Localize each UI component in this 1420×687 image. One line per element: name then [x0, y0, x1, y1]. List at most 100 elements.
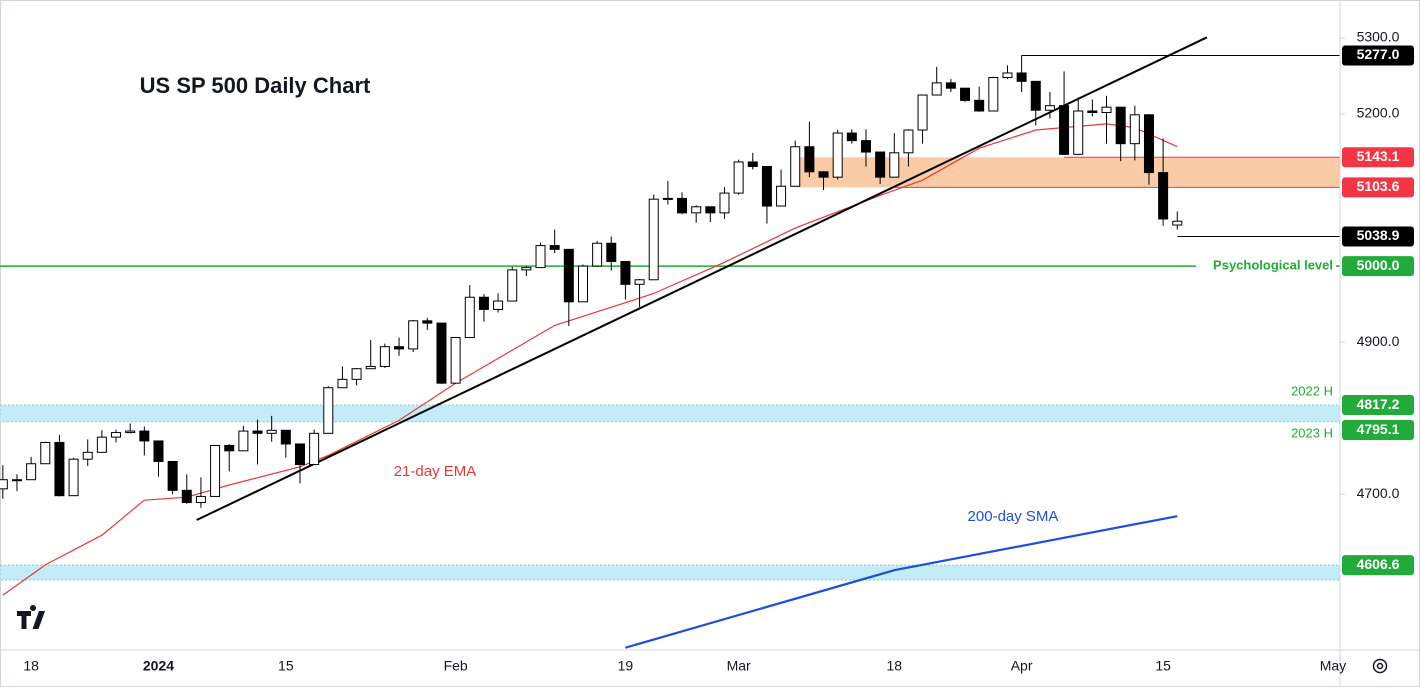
candle-body: [860, 140, 871, 153]
candle-body: [988, 77, 999, 112]
level-label: 5000.0: [1357, 257, 1400, 273]
candle-body: [195, 495, 206, 504]
candle-body: [1087, 110, 1098, 114]
x-tick-label: 15: [278, 658, 294, 674]
candle-body: [68, 458, 79, 497]
candle-body: [40, 441, 51, 465]
candle-body: [606, 242, 617, 263]
x-tick-label: 15: [1155, 658, 1171, 674]
candle-body: [917, 94, 928, 131]
candle-body: [54, 441, 65, 497]
level-label: 4606.6: [1357, 556, 1400, 572]
candle-body: [931, 82, 942, 96]
x-tick-label: Mar: [727, 658, 751, 674]
candle-body: [549, 245, 560, 250]
candle-body: [111, 432, 122, 438]
candle-body: [238, 430, 249, 452]
candle-body: [662, 197, 673, 200]
plot-area: [0, 36, 1340, 649]
candle-body: [181, 489, 192, 504]
y-tick-label: 4900.0: [1357, 333, 1400, 349]
candle-body: [11, 479, 22, 482]
candle-body: [351, 368, 362, 380]
candle-body: [818, 171, 829, 178]
candle-body: [1158, 172, 1169, 220]
candle-body: [832, 132, 843, 178]
candle-body: [82, 451, 93, 460]
candle-body: [677, 197, 688, 214]
candle-body: [592, 242, 603, 267]
candle-body: [26, 463, 37, 481]
candle-body: [705, 206, 716, 214]
x-tick-label: 18: [23, 658, 39, 674]
level-label: 4817.2: [1357, 396, 1400, 412]
zone: [795, 157, 1340, 188]
candle-body: [153, 440, 164, 462]
candle-body: [790, 146, 801, 187]
candle-body: [436, 322, 447, 384]
candle-body: [493, 300, 504, 310]
candle-body: [266, 429, 277, 434]
candle-body: [252, 430, 263, 434]
level-badge: [1342, 555, 1414, 576]
candle-body: [535, 245, 546, 269]
candle-body: [422, 320, 433, 324]
candle-body: [337, 378, 348, 389]
level-badge: [1342, 420, 1414, 441]
candle-body: [224, 444, 235, 452]
level-label: 4795.1: [1357, 421, 1400, 437]
candle-body: [1143, 114, 1154, 174]
x-tick-label: Apr: [1011, 658, 1033, 674]
candle-body: [309, 432, 320, 466]
logo: [17, 605, 45, 629]
candle-body: [648, 198, 659, 281]
candle-body: [1073, 110, 1084, 155]
level-label: 5277.0: [1357, 46, 1400, 62]
zone: [0, 564, 1340, 581]
candle-body: [1044, 105, 1055, 111]
candle-body: [577, 265, 588, 303]
candle-body: [1115, 106, 1126, 145]
candle-body: [521, 267, 532, 271]
candle-body: [125, 430, 136, 434]
candle-body: [464, 296, 475, 339]
level-badge: [1342, 45, 1414, 66]
candle-body: [563, 248, 574, 303]
candle-body: [945, 82, 956, 89]
candle-body: [408, 320, 419, 350]
candle-body: [210, 444, 221, 497]
trendline: [196, 36, 1208, 521]
candle-body: [960, 87, 971, 101]
y-tick-label: 5300.0: [1357, 29, 1400, 45]
level-badge: [1342, 226, 1414, 247]
candle-body: [903, 129, 914, 154]
candle-body: [691, 206, 702, 214]
candle-body: [634, 279, 645, 285]
x-tick-label: May: [1320, 658, 1346, 674]
level-badge: [1342, 256, 1414, 277]
level-label: 5038.9: [1357, 227, 1400, 243]
level-note: 2023 H: [1291, 425, 1333, 440]
level-label: 5103.6: [1357, 178, 1400, 194]
level-badge: [1342, 147, 1414, 168]
candle-body: [280, 429, 291, 445]
candle-body: [1002, 72, 1013, 79]
candle-body: [507, 269, 518, 302]
y-tick-label: 4700.0: [1357, 485, 1400, 501]
candle-body: [379, 346, 390, 367]
level-badge: [1342, 177, 1414, 198]
candle-body: [1129, 114, 1140, 145]
candle-body: [620, 261, 631, 285]
candle-body: [294, 443, 305, 466]
settings-icon[interactable]: [1372, 658, 1388, 674]
candle-body: [875, 151, 886, 178]
indicator-line: [2, 123, 1178, 596]
series-label: 200-day SMA: [968, 508, 1059, 525]
candle-body: [365, 365, 376, 370]
level-badge: [1342, 395, 1414, 416]
level-label: 5143.1: [1357, 148, 1400, 164]
candle-body: [478, 296, 489, 310]
x-tick-label: 2024: [143, 658, 174, 674]
candle-body: [1030, 80, 1041, 111]
